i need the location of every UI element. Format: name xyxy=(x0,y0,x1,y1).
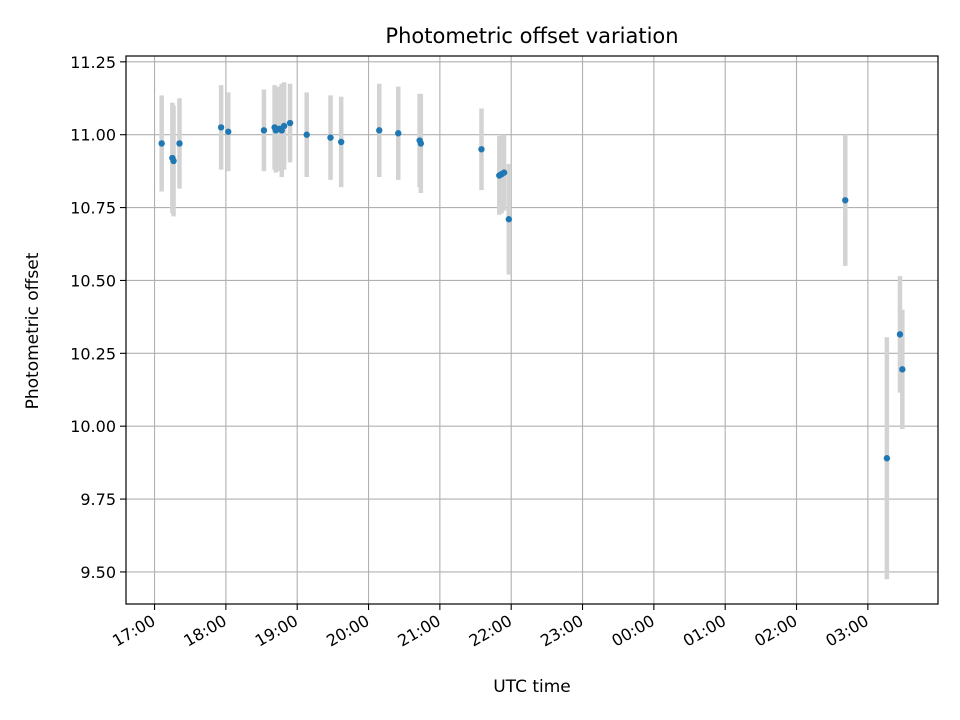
grid xyxy=(126,56,938,604)
data-points xyxy=(158,119,906,462)
data-point xyxy=(505,216,513,223)
y-axis: 9.50 9.75 10.00 10.25 10.50 10.75 11.00 11.25 xyxy=(70,53,126,582)
data-point xyxy=(280,122,288,130)
data-point xyxy=(337,138,345,146)
y-tick-label: 9.75 xyxy=(80,490,116,509)
y-tick-label: 10.50 xyxy=(70,271,116,290)
data-point xyxy=(176,140,183,147)
data-point xyxy=(417,140,425,147)
data-point xyxy=(896,331,904,338)
data-point xyxy=(158,140,165,147)
plot-frame xyxy=(125,55,939,605)
y-tick-label: 10.00 xyxy=(70,417,116,436)
y-tick-label: 10.75 xyxy=(70,199,116,218)
data-point xyxy=(286,119,294,127)
data-point xyxy=(842,197,849,204)
y-tick-label: 11.00 xyxy=(70,126,116,145)
y-tick-label: 11.25 xyxy=(70,53,116,72)
data-point xyxy=(260,127,268,134)
y-tick-label: 9.50 xyxy=(80,563,116,582)
data-point xyxy=(217,124,225,131)
data-point xyxy=(899,366,906,373)
y-axis-label: Photometric offset xyxy=(23,252,43,409)
x-axis-label: UTC time xyxy=(493,677,571,697)
data-point xyxy=(327,134,334,141)
data-point xyxy=(170,157,177,165)
data-point xyxy=(376,127,383,134)
data-point xyxy=(500,169,508,176)
y-tick-label: 10.25 xyxy=(70,344,116,363)
data-point xyxy=(478,146,485,153)
data-point xyxy=(303,131,310,138)
data-point xyxy=(225,128,232,135)
data-point xyxy=(395,130,402,137)
data-point xyxy=(883,455,891,462)
chart-title: Photometric offset variation xyxy=(385,24,678,48)
